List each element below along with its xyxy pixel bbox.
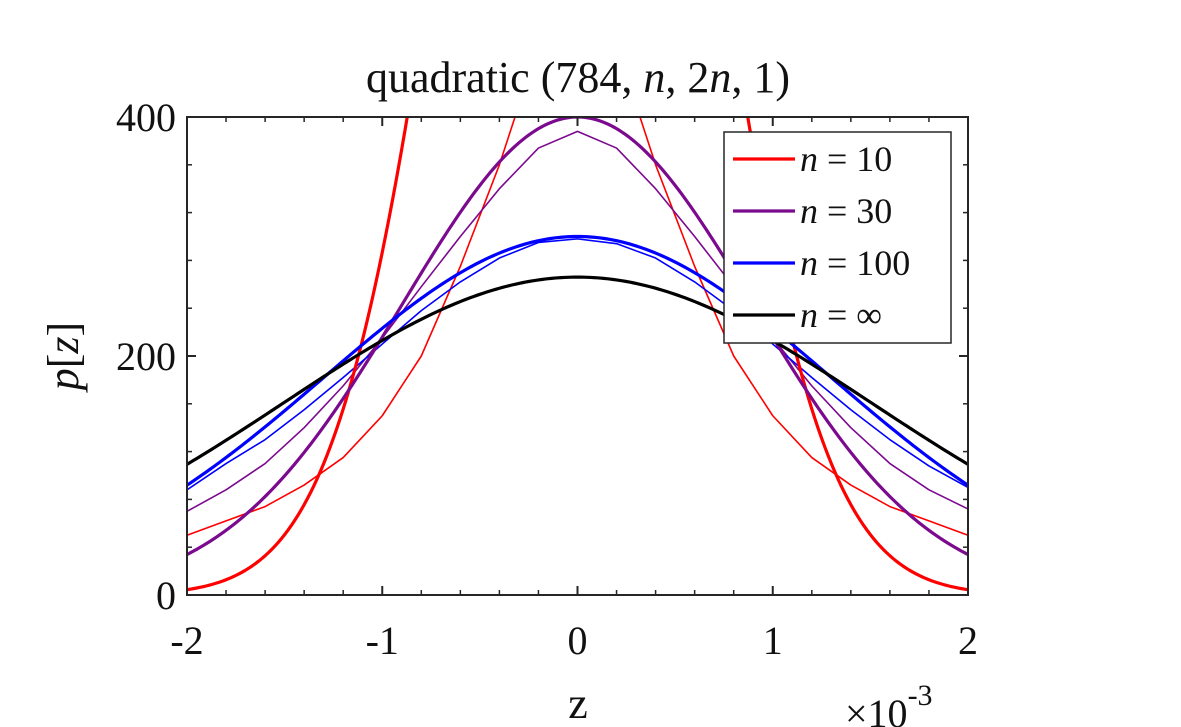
x-tick-label: 2 (958, 618, 978, 663)
legend-label: n = 10 (800, 139, 892, 179)
y-tick-label: 200 (116, 334, 176, 379)
series-line-n-30-empirical (187, 130, 968, 513)
series-line-n-10-empirical (187, 117, 968, 537)
legend-label: n = 30 (800, 191, 892, 231)
y-tick-label: 400 (116, 95, 176, 140)
series-line-n-30 (187, 117, 968, 556)
x-tick-label: 1 (763, 618, 783, 663)
axes-box (186, 116, 969, 596)
legend-box (723, 131, 952, 344)
ticklabel-layer: -2 -1 0 1 2 0 200 400 (116, 95, 978, 663)
x-axis-label: z (568, 679, 588, 727)
legend-label: n = ∞ (800, 295, 882, 335)
series-layer (187, 117, 968, 592)
x-axis-multiplier: ×10-3 (845, 679, 933, 727)
y-axis-label: p[z] (39, 322, 88, 393)
series-line-n-100-empirical (187, 238, 968, 491)
chart-title: quadratic (784, n, 2n, 1) (366, 53, 790, 102)
series-line-n (187, 275, 968, 466)
series-line-n-100 (187, 234, 968, 487)
x-tick-label: -2 (170, 618, 203, 663)
x-tick-label: 0 (568, 618, 588, 663)
y-tick-label: 0 (156, 573, 176, 618)
x-tick-label: -1 (366, 618, 399, 663)
legend-label: n = 100 (800, 243, 910, 283)
series-line-n-10 (187, 117, 968, 592)
legend: n = 10 n = 30 n = 100 n = ∞ (723, 131, 952, 344)
